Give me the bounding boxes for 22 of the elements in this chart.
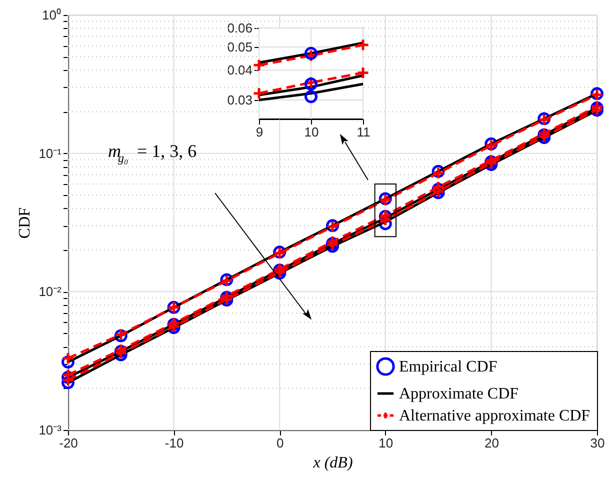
- legend-label: Empirical CDF: [399, 358, 498, 376]
- x-tick-label: 20: [484, 436, 499, 450]
- legend-label: Approximate CDF: [399, 386, 519, 402]
- legend-label: Alternative approximate CDF: [399, 408, 590, 424]
- x-tick-label: -10: [164, 436, 184, 450]
- x-tick-label: 10: [378, 436, 394, 450]
- x-axis-title: x (dB): [312, 454, 353, 472]
- y-tick-label: 0.04: [227, 62, 252, 78]
- y-tick-label: 10⁻³: [38, 422, 62, 438]
- y-tick-label: 0.06: [227, 20, 252, 36]
- x-tick-label: 0: [276, 436, 284, 450]
- x-tick-label: 30: [590, 436, 605, 450]
- x-tick-label: 9: [256, 124, 264, 140]
- y-tick-label: 10⁻²: [38, 284, 62, 300]
- x-tick-label: 11: [356, 124, 370, 140]
- y-tick-label: 10⁻¹: [38, 146, 62, 161]
- y-tick-label: 0.05: [227, 39, 252, 54]
- y-axis-title: CDF: [16, 207, 34, 239]
- x-tick-label: -20: [59, 436, 78, 450]
- y-tick-label: 0.03: [227, 92, 252, 108]
- y-tick-label: 10⁰: [42, 8, 62, 22]
- x-tick-label: 10: [304, 124, 319, 140]
